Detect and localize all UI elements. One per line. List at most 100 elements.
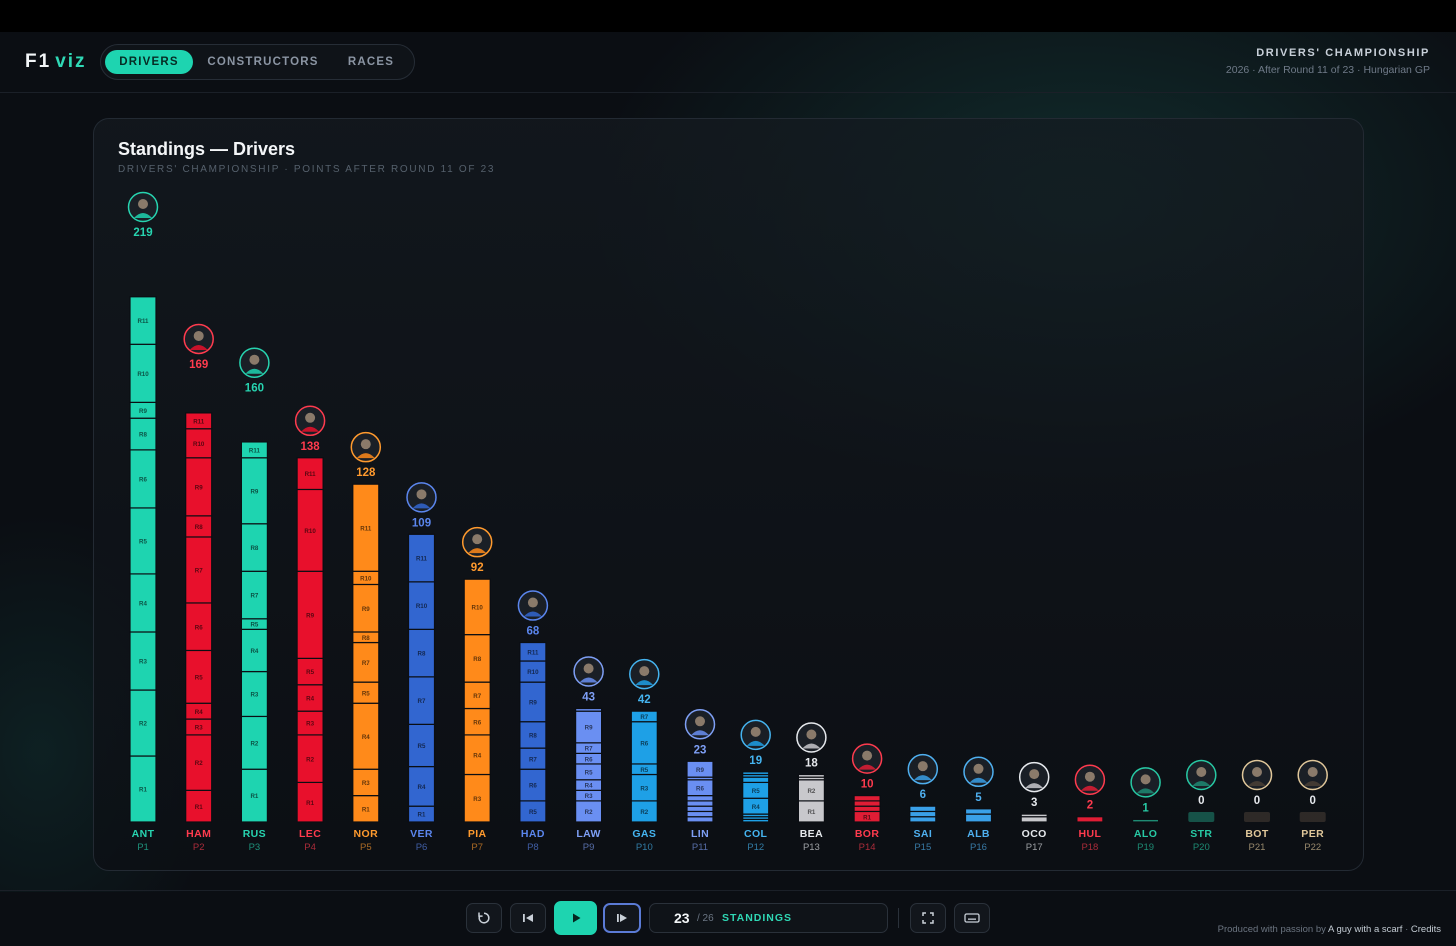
driver-code: ALO — [1134, 828, 1157, 840]
bar-segment-r5 — [686, 795, 714, 802]
driver-position: P8 — [527, 842, 539, 853]
bar-segment-r2 — [240, 715, 268, 770]
segment-label: R1 — [195, 804, 203, 811]
driver-code: RUS — [243, 828, 266, 840]
segment-label: R5 — [306, 669, 314, 676]
bar-group-ant[interactable]: R1 R2 R3 R4 R5 R6 R8 R9 R10 R11 219 ANT P1 — [127, 191, 159, 854]
bar-group-alo[interactable]: 1 ALO P19 — [1130, 767, 1161, 853]
top-strip — [0, 0, 1456, 32]
bar-group-nor[interactable]: R1 R3 R4 R5 R7 R8 R9 R10 R11 128 NOR P5 — [350, 431, 382, 853]
segment-label: R10 — [472, 604, 484, 611]
segment-label: R1 — [418, 812, 426, 819]
bar-group-gas[interactable]: R2 R3 R5 R6 R7 42 GAS P10 — [629, 658, 660, 853]
segment-label: R9 — [585, 725, 593, 732]
fullscreen-icon — [922, 912, 934, 924]
bar-group-rus[interactable]: R1 R2 R3 R4 R5 R7 R8 R9 R11 160 RUS P3 — [239, 347, 270, 853]
value-label: 43 — [582, 692, 595, 704]
timeline-indicator[interactable]: 23 / 26 STANDINGS — [649, 903, 888, 933]
bar-group-pia[interactable]: R3 R4 R6 R7 R8 R10 92 PIA P7 — [461, 526, 493, 853]
driver-code: HAD — [521, 828, 545, 840]
bar-segment-r6 — [129, 449, 157, 509]
value-label: 19 — [749, 755, 762, 767]
replay-button[interactable] — [466, 903, 502, 933]
avatar-head — [472, 534, 483, 545]
avatar-head — [806, 729, 817, 740]
replay-icon — [478, 912, 490, 924]
segment-label: R5 — [752, 788, 760, 795]
tab-constructors[interactable]: CONSTRUCTORS — [207, 56, 319, 68]
playback-controls: 23 / 26 STANDINGS Produced with passion … — [0, 890, 1456, 946]
avatar-body — [1248, 781, 1266, 786]
segment-label: R11 — [193, 418, 205, 425]
segment-label: R8 — [362, 635, 370, 642]
bar-group-col[interactable]: R4 R5 19 COL P12 — [740, 719, 771, 853]
segment-label: R8 — [195, 524, 203, 531]
bar-group-bor[interactable]: R1 10 BOR P14 — [851, 743, 883, 853]
segment-label: R4 — [418, 784, 426, 791]
bar-group-hul[interactable]: 2 HUL P18 — [1074, 764, 1106, 853]
bar-group-per[interactable]: 0 PER P22 — [1297, 759, 1328, 854]
bar-group-had[interactable]: R5 R6 R7 R8 R9 R10 R11 68 HAD P8 — [517, 590, 549, 853]
bar-group-alb[interactable]: 5 ALB P16 — [963, 756, 994, 853]
bar-group-ver[interactable]: R1 R4 R5 R7 R8 R10 R11 109 VER P6 — [406, 482, 437, 853]
bar-group-bot[interactable]: 0 BOT P21 — [1241, 759, 1273, 854]
bar-segment-r1 — [129, 755, 157, 823]
bar-segment-r1 — [909, 816, 937, 823]
bar-segment-r2 — [686, 810, 714, 818]
segment-label: R11 — [305, 471, 317, 478]
bar-group-bea[interactable]: R1 R2 18 BEA P13 — [796, 722, 827, 853]
avatar-body — [301, 426, 320, 432]
bar-group-sai[interactable]: 6 SAI P15 — [907, 753, 939, 853]
app-logo[interactable]: F1 viz — [25, 51, 87, 72]
bar-group-ham[interactable]: R1 R2 R3 R4 R5 R6 R7 R8 R9 R10 R11 169 HAM P2 — [183, 323, 214, 853]
step-back-button[interactable] — [510, 903, 546, 933]
segment-label: R7 — [529, 756, 537, 763]
play-button[interactable] — [554, 901, 597, 935]
tab-races[interactable]: RACES — [347, 56, 395, 68]
bar-segment-r11 — [519, 641, 547, 662]
bar-segment-r7 — [240, 570, 268, 620]
zero-bar — [1244, 812, 1270, 822]
bar-group-lin[interactable]: R6 R9 23 LIN P11 — [684, 709, 716, 853]
bar-group-oco[interactable]: 3 OCO P17 — [1018, 761, 1050, 853]
step-forward-button[interactable] — [603, 903, 641, 933]
bar-segment-r5 — [407, 723, 436, 768]
bar-group-law[interactable]: R2 R3 R4 R5 R6 R7 R9 43 LAW P9 — [573, 656, 604, 853]
bar-group-lec[interactable]: R1 R2 R3 R4 R5 R9 R10 R11 138 LEC P4 — [294, 405, 326, 853]
bar-segment-r9 — [185, 457, 213, 517]
driver-position: P9 — [583, 842, 595, 853]
segment-label: R10 — [527, 669, 539, 676]
bar-segment-r6 — [742, 776, 770, 784]
segment-label: R3 — [473, 796, 481, 803]
avatar-body — [1025, 783, 1044, 789]
bar-segment-r1 — [1131, 818, 1160, 823]
driver-code: SAI — [913, 828, 932, 840]
credits-link[interactable]: Credits — [1410, 924, 1441, 935]
segment-label: R5 — [585, 769, 593, 776]
credit-separator: · — [1405, 924, 1409, 935]
credit-author[interactable]: A guy with a scarf — [1328, 924, 1403, 935]
avatar-body — [412, 503, 431, 509]
bar-segment-r3 — [686, 805, 714, 813]
driver-position: P20 — [1193, 842, 1210, 853]
bar-segment-r7 — [185, 536, 213, 604]
segment-label: R4 — [473, 752, 481, 759]
bar-segment-r1 — [296, 781, 324, 823]
avatar-head — [527, 597, 538, 608]
avatar-head — [305, 412, 316, 423]
segment-label: R8 — [139, 432, 147, 439]
value-label: 68 — [527, 626, 540, 638]
segment-label: R10 — [137, 371, 149, 378]
avatar-body — [802, 743, 821, 749]
bar-group-str[interactable]: 0 STR P20 — [1186, 759, 1217, 854]
bar-segment-r8 — [519, 721, 547, 749]
avatar-head — [1307, 767, 1318, 777]
tab-drivers[interactable]: DRIVERS — [105, 50, 193, 74]
keyboard-shortcuts-button[interactable] — [954, 903, 990, 933]
avatar-head — [1252, 767, 1262, 777]
fullscreen-button[interactable] — [910, 903, 946, 933]
segment-label: R11 — [137, 318, 149, 325]
segment-label: R8 — [250, 545, 258, 552]
driver-code: STR — [1190, 828, 1212, 840]
driver-position: P5 — [360, 842, 372, 853]
